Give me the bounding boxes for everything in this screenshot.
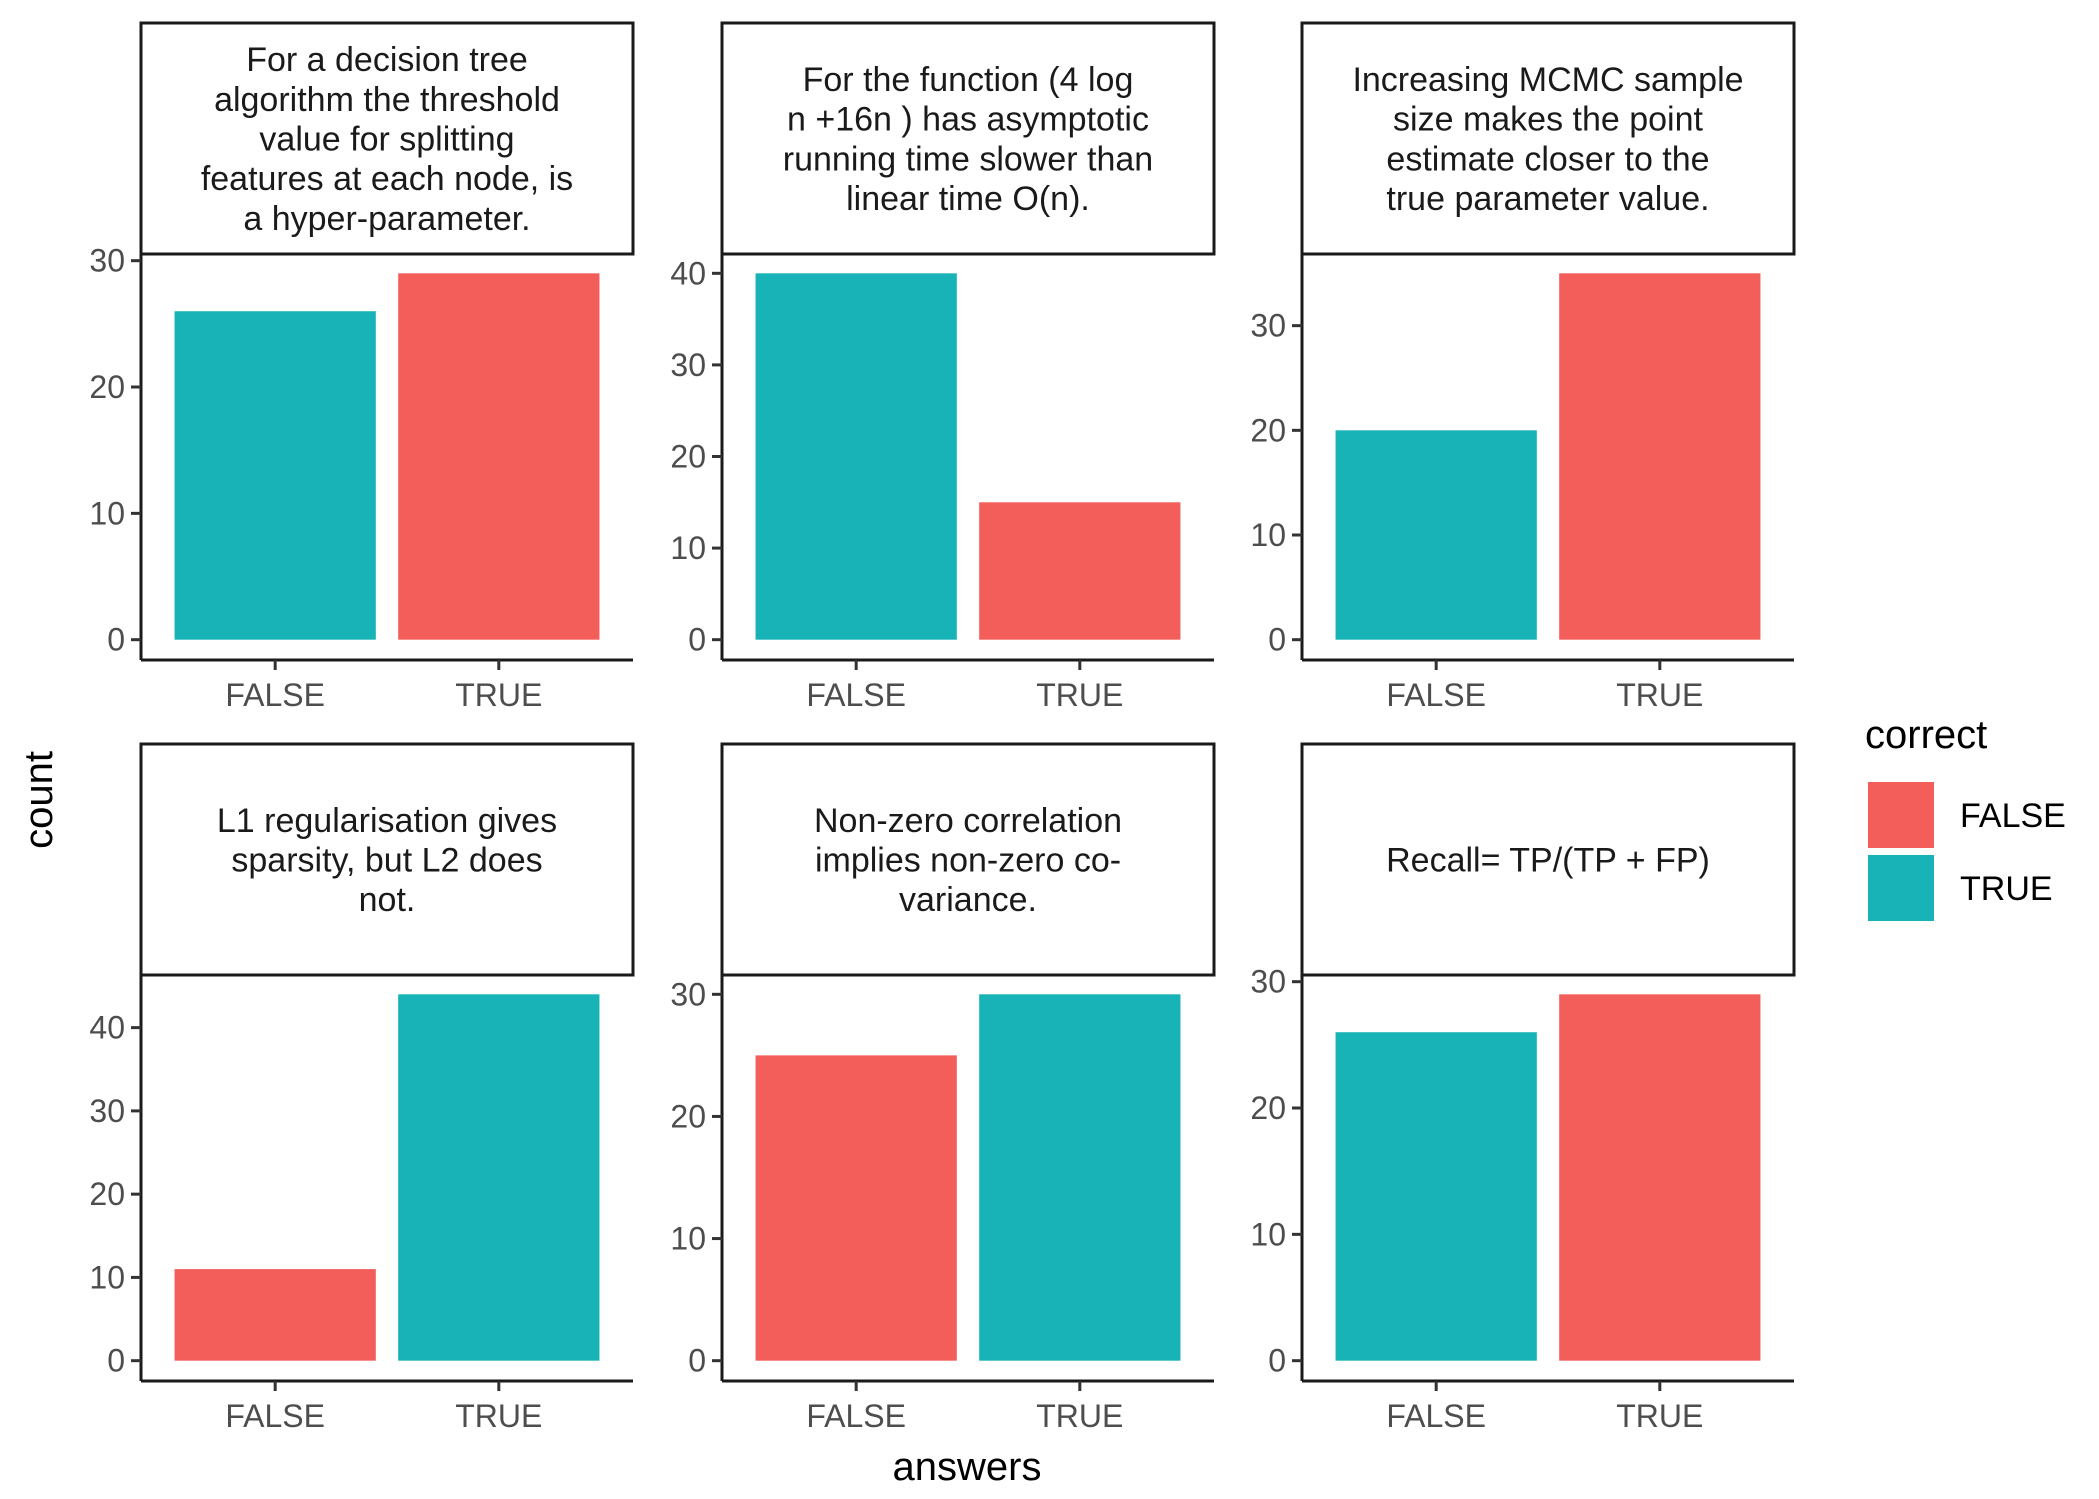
x-tick-label: TRUE [1616,677,1703,713]
bar-false [174,1269,376,1361]
facet-title-line: For the function (4 log [803,61,1134,99]
y-tick-label: 10 [1250,1216,1286,1252]
y-tick-label: 30 [670,976,706,1012]
legend-label-false: FALSE [1960,797,2066,835]
bar-true [979,994,1181,1361]
y-tick-label: 20 [89,1176,125,1212]
x-tick-label: FALSE [225,677,325,713]
facet-title-line: size makes the point [1393,101,1703,139]
facet-strip [720,21,1216,256]
bar-false [755,273,957,640]
facet-title-line: not. [359,881,416,919]
y-tick-label: 30 [1250,308,1286,344]
bar-false [755,1055,957,1361]
facet-strip [1300,742,1796,977]
x-tick-label: FALSE [225,1398,325,1434]
legend-title: correct [1865,713,1987,757]
legend-label-true: TRUE [1960,870,2053,908]
y-tick-label: 20 [670,439,706,475]
y-tick-label: 20 [1250,1090,1286,1126]
x-tick-label: TRUE [455,1398,542,1434]
y-tick-label: 0 [688,622,706,658]
facet-title-line: variance. [899,881,1037,919]
facet-title-line: For a decision tree [246,41,528,79]
y-tick-label: 10 [89,495,125,531]
x-tick-label: FALSE [1386,1398,1486,1434]
facet-title-line: running time slower than [783,140,1153,178]
legend: correct FALSE TRUE [1865,713,2066,921]
legend-key-true [1868,855,1934,921]
y-tick-label: 20 [1250,412,1286,448]
facet-title-line: linear time O(n). [846,180,1090,218]
x-tick-label: TRUE [455,677,542,713]
facet-panel: Recall= TP/(TP + FP) 0 10 20 30 FALSE TRUE [1250,742,1796,1434]
x-tick-label: TRUE [1616,1398,1703,1434]
y-tick-label: 30 [1250,964,1286,1000]
bar-true [398,273,600,640]
y-tick-label: 0 [688,1343,706,1379]
y-tick-label: 30 [89,243,125,279]
legend-key-false [1868,782,1934,848]
facet-strip [720,742,1216,977]
y-tick-label: 20 [89,369,125,405]
y-tick-label: 10 [670,530,706,566]
bar-true [979,502,1181,640]
y-tick-label: 30 [670,347,706,383]
bar-false [174,311,376,640]
bar-true [1559,994,1761,1361]
bar-true [398,994,600,1361]
x-axis-title: answers [893,1445,1042,1489]
y-tick-label: 10 [670,1221,706,1257]
facet-title-line: a hyper-parameter. [243,200,530,238]
y-tick-label: 0 [107,1343,125,1379]
facet-title-line: n +16n ) has asymptotic [787,101,1149,139]
facet-title-line: value for splitting [259,121,514,159]
y-tick-label: 10 [1250,517,1286,553]
y-tick-label: 40 [670,255,706,291]
y-tick-label: 0 [1268,1343,1286,1379]
facet-strip [139,742,635,977]
x-tick-label: TRUE [1036,677,1123,713]
bar-false [1335,1032,1537,1361]
facet-title-line: true parameter value. [1386,180,1709,218]
facet-title-line: sparsity, but L2 does [231,842,542,880]
y-tick-label: 10 [89,1259,125,1295]
facet-title-line: Non-zero correlation [814,802,1122,840]
facet-strip [139,21,635,256]
y-tick-label: 30 [89,1093,125,1129]
facet-title-line: estimate closer to the [1386,140,1709,178]
facet-title-line: algorithm the threshold [214,81,560,119]
x-tick-label: FALSE [1386,677,1486,713]
facet-title-line: L1 regularisation gives [217,802,557,840]
y-tick-label: 40 [89,1010,125,1046]
facet-title-line: Recall= TP/(TP + FP) [1386,842,1710,880]
y-tick-label: 0 [107,622,125,658]
facet-strip [1300,21,1796,256]
x-tick-label: FALSE [806,1398,906,1434]
y-axis-title: count [17,751,61,849]
facet-title-line: implies non-zero co- [815,842,1121,880]
facet-title-line: features at each node, is [201,160,573,198]
bar-true [1559,273,1761,640]
y-tick-label: 20 [670,1098,706,1134]
y-tick-label: 0 [1268,622,1286,658]
bar-false [1335,430,1537,640]
x-tick-label: FALSE [806,677,906,713]
x-tick-label: TRUE [1036,1398,1123,1434]
facet-title-line: Increasing MCMC sample [1352,61,1743,99]
